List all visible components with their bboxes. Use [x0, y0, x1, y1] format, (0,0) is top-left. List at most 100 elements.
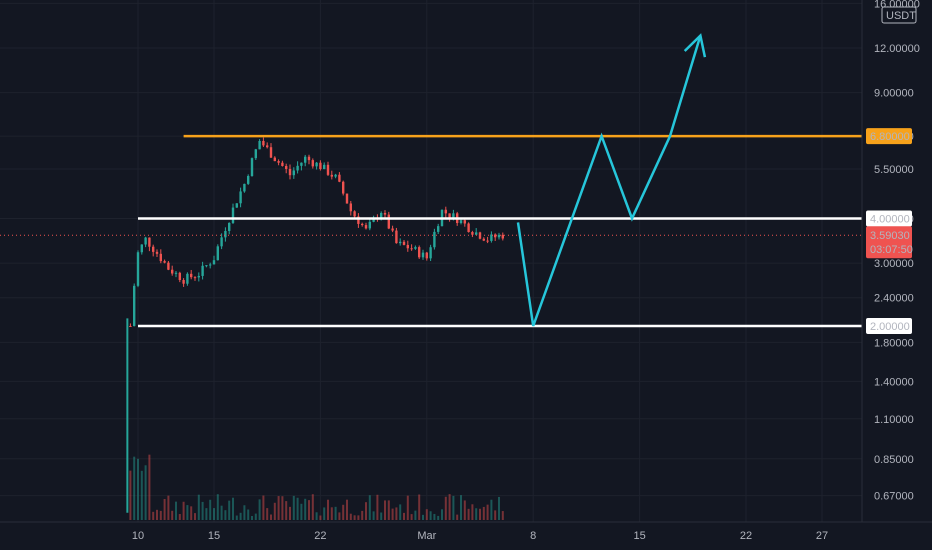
volume-bar: [194, 513, 196, 520]
volume-bar: [152, 511, 155, 520]
volume-bar: [137, 458, 139, 520]
volume-bar: [452, 495, 455, 520]
candle-body: [155, 251, 159, 254]
volume-bar: [346, 499, 348, 520]
level-label-support: 2.00000: [870, 321, 910, 333]
volume-bar: [330, 507, 333, 520]
volume-bar: [437, 515, 440, 520]
volume-bar: [425, 509, 428, 520]
volume-bar: [182, 501, 185, 520]
candle-body: [144, 237, 147, 245]
candle-body: [410, 248, 413, 250]
candle-body: [224, 230, 227, 238]
last-price-badge-bg: [866, 226, 912, 259]
volume-bar: [338, 512, 341, 520]
volume-bar: [414, 510, 417, 520]
candle-body: [357, 216, 360, 224]
candle-body: [437, 226, 440, 232]
volume-bar: [228, 500, 231, 520]
candle-body: [212, 260, 216, 265]
volume-bar: [156, 509, 158, 520]
volume-bar: [349, 513, 352, 520]
candle-body: [364, 225, 368, 229]
volume-bar: [433, 513, 436, 520]
time-tick-label: 22: [740, 530, 752, 542]
volume-bar: [163, 498, 166, 520]
time-tick-label: 10: [132, 530, 144, 542]
volume-bar: [444, 496, 447, 520]
currency-badge[interactable]: USDT: [881, 6, 917, 24]
price-tick-label: 2.40000: [874, 293, 914, 305]
candle-body: [323, 164, 326, 170]
price-tick-label: 9.00000: [874, 88, 914, 100]
candle-body: [497, 234, 501, 238]
candle-body: [239, 191, 242, 204]
volume-bar: [277, 496, 280, 520]
candle-body: [387, 214, 390, 229]
candle-body: [482, 238, 485, 241]
volume-bar: [463, 500, 466, 520]
time-tick-label: 27: [816, 530, 828, 542]
time-axis[interactable]: 10 15 22 Mar 8 15 22 27: [132, 530, 828, 542]
candle-body: [163, 261, 166, 263]
candle-body: [399, 241, 402, 244]
volume-bar: [235, 515, 238, 520]
price-tick-label: 1.40000: [874, 376, 914, 388]
candle-body: [315, 162, 318, 167]
candle-body: [307, 156, 311, 161]
candle-body: [342, 181, 345, 194]
candle-body: [475, 232, 478, 235]
volume-bar: [129, 470, 132, 520]
volume-bar: [289, 506, 291, 520]
price-tick-label: 16.00000: [874, 0, 920, 10]
volume-bar: [232, 497, 234, 520]
volume-bar: [262, 495, 265, 520]
volume-bar: [501, 511, 504, 520]
volume-bar: [319, 515, 322, 520]
volume-bar: [251, 515, 253, 520]
candle-body: [159, 253, 162, 262]
price-tick-label: 1.10000: [874, 414, 914, 426]
candle-body: [501, 234, 504, 239]
price-tick-label: 0.67000: [874, 491, 914, 503]
candle-body: [433, 231, 436, 248]
candle-body: [471, 232, 474, 235]
time-tick-label: Mar: [417, 530, 436, 542]
price-tick-label: 12.00000: [874, 43, 920, 55]
candle-body: [444, 209, 447, 214]
candle-body: [136, 252, 140, 286]
bar-countdown: 03:07:50: [870, 244, 913, 256]
candle-body: [395, 230, 398, 244]
level-label-resistance-upper: 6.80000: [870, 131, 910, 143]
volume-bar: [406, 495, 409, 520]
candle-body: [418, 247, 421, 258]
volume-bar: [467, 508, 470, 520]
level-badge-support: [866, 318, 912, 334]
candles: [126, 137, 504, 513]
time-tick-label: 8: [530, 530, 536, 542]
candle-body: [140, 244, 143, 253]
candle-body: [178, 272, 181, 281]
candle-body: [201, 265, 204, 276]
volume-bar: [201, 501, 204, 520]
volume-bar: [353, 515, 356, 520]
volume-bar: [258, 499, 261, 520]
last-price-value: 3.59030: [870, 230, 910, 242]
volume-bar: [422, 514, 424, 520]
candle-body: [148, 237, 151, 247]
volume-bar: [133, 456, 136, 520]
candle-body: [391, 228, 394, 231]
level-badge-resistance-upper: [866, 128, 912, 145]
horizontal-levels: [138, 134, 862, 328]
candle-body: [205, 265, 208, 267]
volume-bar: [296, 497, 299, 520]
currency-badge-bg: [881, 6, 917, 24]
volume-bar: [243, 505, 246, 520]
candle-body: [266, 145, 269, 148]
volume-bar: [456, 514, 459, 520]
candle-body: [277, 161, 280, 163]
candle-body: [254, 149, 257, 159]
volume-bar: [361, 510, 364, 520]
candle-body: [250, 158, 254, 177]
